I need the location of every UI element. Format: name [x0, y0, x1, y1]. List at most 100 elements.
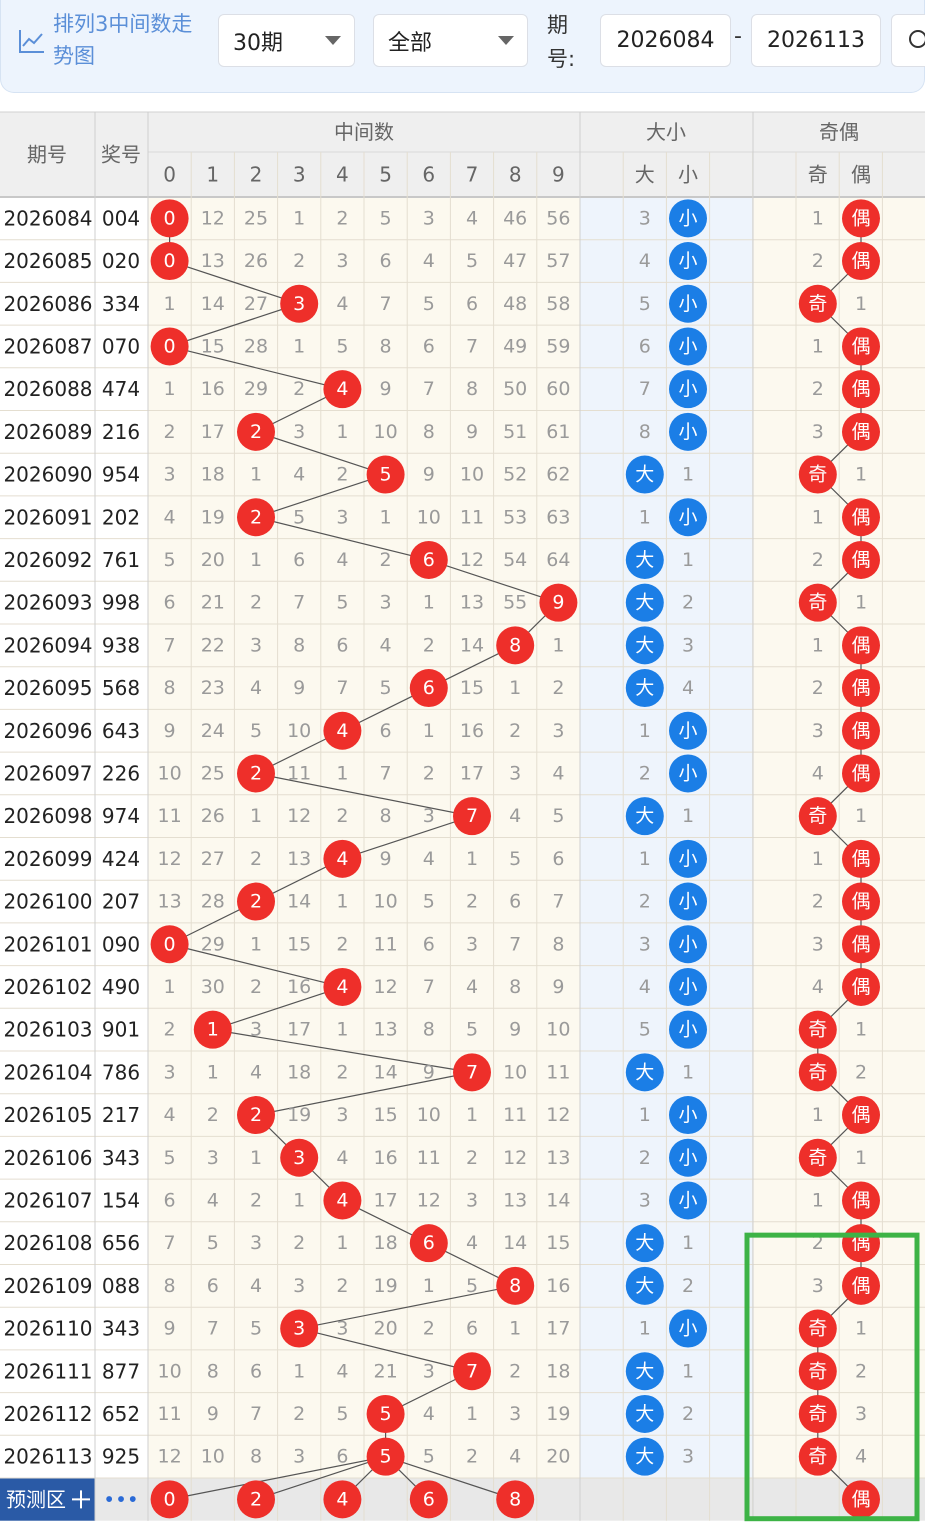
miss-count: 2	[812, 378, 824, 400]
ball-text: 2	[250, 891, 262, 913]
period: 2026112	[3, 1402, 92, 1426]
ball-text: 2	[250, 762, 262, 784]
miss-count: 10	[158, 762, 182, 784]
ball-text: 小	[678, 933, 697, 955]
ball	[150, 327, 189, 366]
range-label: 期号:	[547, 13, 576, 71]
ball	[798, 1437, 837, 1476]
miss-count: 27	[201, 848, 225, 870]
miss-count: 2	[639, 1147, 651, 1169]
ball-text: 小	[678, 378, 697, 400]
ball	[625, 540, 664, 579]
draw-number: 020	[102, 249, 140, 273]
miss-count: 6	[423, 335, 435, 357]
miss-count: 16	[546, 1275, 570, 1297]
ball-text: 大	[635, 549, 654, 571]
miss-count: 1	[164, 976, 176, 998]
miss-count: 7	[466, 335, 478, 357]
miss-count: 2	[466, 1446, 478, 1468]
miss-count: 12	[460, 549, 484, 571]
miss-count: 59	[546, 335, 570, 357]
miss-count: 10	[201, 1446, 225, 1468]
miss-count: 1	[812, 335, 824, 357]
miss-count: 1	[293, 1360, 305, 1382]
draw-number: 643	[102, 719, 140, 743]
header-bg	[0, 112, 925, 197]
ball	[842, 925, 880, 964]
ball	[409, 1224, 448, 1263]
ball-text: 偶	[851, 976, 870, 998]
miss-count: 46	[503, 207, 527, 229]
miss-count: 1	[164, 378, 176, 400]
trend-line	[169, 1456, 386, 1500]
miss-count: 10	[460, 464, 484, 486]
miss-count: 1	[466, 848, 478, 870]
ball	[323, 1181, 362, 1220]
header-digit: 4	[336, 163, 349, 187]
miss-count: 1	[639, 720, 651, 742]
miss-count: 4	[336, 1360, 348, 1382]
draw-number: 070	[102, 334, 140, 358]
ball	[798, 284, 837, 323]
miss-count: 1	[293, 1189, 305, 1211]
miss-count: 2	[466, 1147, 478, 1169]
miss-count: 14	[546, 1189, 570, 1211]
ball-text: 奇	[808, 1019, 827, 1041]
miss-count: 2	[207, 1104, 219, 1126]
miss-count: 4	[293, 464, 305, 486]
ball	[539, 583, 578, 622]
miss-count: 1	[552, 634, 564, 656]
miss-count: 2	[164, 421, 176, 443]
miss-count: 17	[374, 1189, 398, 1211]
filter-select[interactable]: 全部	[373, 14, 528, 67]
miss-count: 1	[423, 592, 435, 614]
search-button[interactable]	[891, 14, 925, 67]
period: 2026088	[3, 377, 92, 401]
draw-number: 334	[102, 292, 140, 316]
miss-count: 3	[250, 1019, 262, 1041]
ball-text: 大	[635, 592, 654, 614]
miss-count: 2	[250, 976, 262, 998]
ball	[323, 1480, 362, 1519]
miss-count: 14	[287, 891, 311, 913]
from-input[interactable]: 2026084	[600, 14, 731, 67]
miss-count: 1	[855, 805, 867, 827]
period: 2026094	[3, 633, 92, 657]
period: 2026107	[3, 1188, 92, 1212]
header-digit: 3	[293, 163, 306, 187]
miss-count: 19	[374, 1275, 398, 1297]
miss-count: 15	[201, 335, 225, 357]
miss-count: 1	[639, 848, 651, 870]
miss-count: 2	[855, 1360, 867, 1382]
miss-count: 7	[380, 762, 392, 784]
miss-count: 2	[682, 1403, 694, 1425]
period-select[interactable]: 30期	[218, 14, 355, 67]
ball-text: 0	[164, 1488, 176, 1510]
miss-count: 50	[503, 378, 527, 400]
miss-count: 3	[423, 1360, 435, 1382]
to-input[interactable]: 2026113	[751, 14, 881, 67]
miss-count: 8	[509, 976, 521, 998]
header-mid: 中间数	[334, 120, 394, 144]
miss-count: 19	[201, 506, 225, 528]
miss-count: 47	[503, 250, 527, 272]
miss-count: 3	[293, 1275, 305, 1297]
miss-count: 1	[336, 891, 348, 913]
draw-number: 901	[102, 1018, 140, 1042]
ball	[669, 1138, 707, 1177]
ball	[669, 925, 707, 964]
ball-text: 8	[509, 634, 521, 656]
search-icon	[909, 30, 925, 48]
ball-text: 5	[380, 1403, 392, 1425]
ball	[280, 284, 319, 323]
miss-count: 3	[466, 933, 478, 955]
ball	[798, 1352, 837, 1391]
miss-count: 1	[682, 1360, 694, 1382]
miss-count: 3	[336, 1104, 348, 1126]
miss-count: 2	[293, 1232, 305, 1254]
miss-count: 4	[639, 250, 651, 272]
miss-count: 2	[552, 677, 564, 699]
miss-count: 3	[336, 250, 348, 272]
miss-count: 1	[293, 335, 305, 357]
